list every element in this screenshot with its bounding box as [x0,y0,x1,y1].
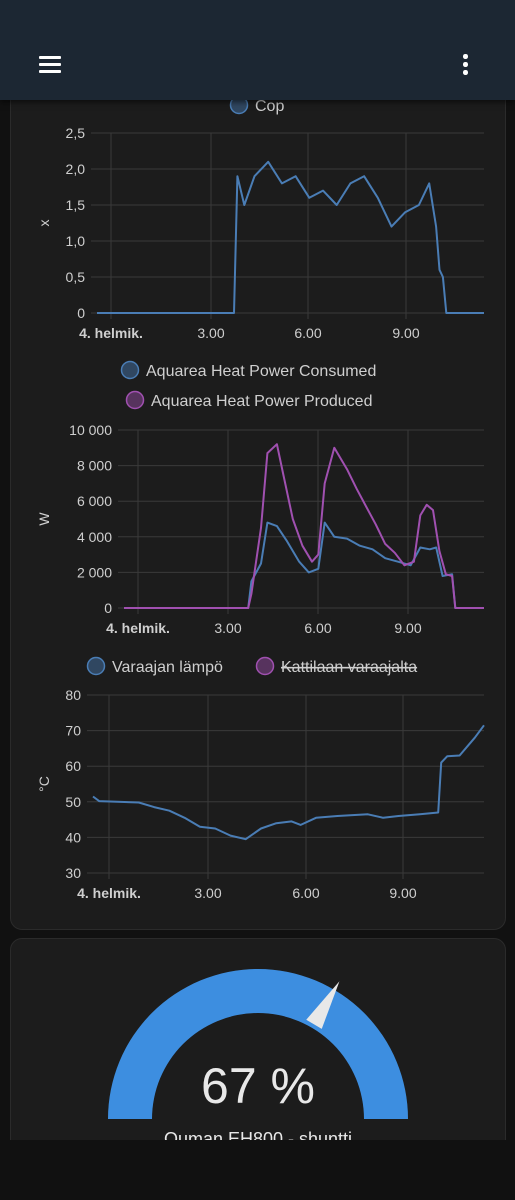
y-tick-label: 2 000 [77,564,112,580]
gauge-value: 67 % [201,1058,315,1114]
y-tick-label: 30 [65,865,81,881]
legend-swatch-3-2[interactable] [255,656,275,676]
legend-swatch-2-1[interactable] [120,360,140,380]
x-tick-label: 3.00 [214,620,241,636]
history-graph-card: Cop 0 0,5 1,0 1,5 2,0 2,5 4. helmik. 3.00 6.00 9.0… [10,60,506,930]
y-tick-label: 1,5 [66,197,86,213]
legend-label-2-2[interactable]: Aquarea Heat Power Produced [151,393,372,410]
app-header [0,0,515,100]
more-vert-icon[interactable] [450,50,480,80]
x-tick-label: 4. helmik. [79,325,143,341]
legend-swatch-2-2[interactable] [125,390,145,410]
y-tick-label: 4 000 [77,529,112,545]
x-tick-label: 6.00 [294,325,321,341]
y-tick-label: 70 [65,723,81,739]
y-tick-label: 2,5 [66,125,86,141]
y-tick-label: 40 [65,829,81,845]
legend-label-3-1[interactable]: Varaajan lämpö [112,659,223,676]
y-tick-label: 50 [65,794,81,810]
legend-swatch-3-1[interactable] [86,656,106,676]
y-tick-label: 60 [65,758,81,774]
x-tick-label: 9.00 [389,885,416,901]
menu-icon[interactable] [30,50,70,80]
gauge-needle [306,981,340,1029]
legend-label-2-1[interactable]: Aquarea Heat Power Consumed [146,363,376,380]
history-charts: Cop 0 0,5 1,0 1,5 2,0 2,5 4. helmik. 3.00 6.00 9.0… [36,95,485,901]
y-tick-label: 2,0 [66,161,86,177]
x-tick-label: 4. helmik. [77,885,141,901]
x-tick-label: 9.00 [392,325,419,341]
legend-label-1-1[interactable]: Cop [255,98,284,115]
y-axis-label: W [36,512,52,526]
legend-label-3-2[interactable]: Kattilaan varaajalta [281,659,417,676]
x-tick-label: 4. helmik. [106,620,170,636]
y-tick-label: 80 [65,687,81,703]
series-line-2-1 [124,521,484,609]
system-navigation-bar [0,1140,515,1200]
x-tick-label: 9.00 [394,620,421,636]
y-tick-label: 0,5 [66,269,86,285]
y-tick-label: 1,0 [66,233,86,249]
y-tick-label: 10 000 [69,422,112,438]
gauge-dial [108,969,408,1119]
y-tick-label: 6 000 [77,493,112,509]
gauge-card[interactable]: 67 % Ouman EH800 - shuntti [10,938,506,1180]
y-tick-label: 0 [104,600,112,616]
y-axis-label: °C [36,776,52,792]
y-tick-label: 0 [77,305,85,321]
x-tick-label: 3.00 [197,325,224,341]
gauge-fill [108,969,408,1119]
series-line-2-2 [124,443,484,609]
series-line-1-1 [97,160,484,314]
x-tick-label: 3.00 [194,885,221,901]
series-line-3-1 [92,724,485,841]
x-tick-label: 6.00 [292,885,319,901]
x-tick-label: 6.00 [304,620,331,636]
y-tick-label: 8 000 [77,458,112,474]
y-axis-label: x [36,220,52,227]
